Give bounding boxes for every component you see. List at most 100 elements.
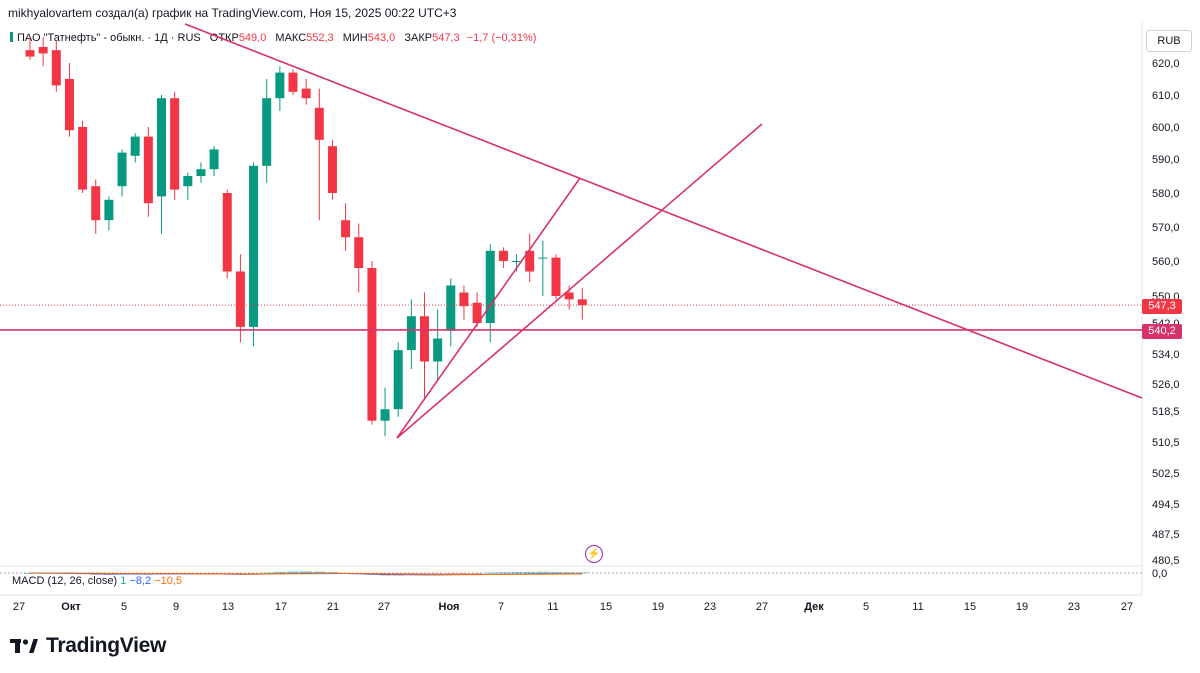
x-tick-label: 19 (652, 601, 664, 613)
macd-hist-bar (260, 572, 273, 574)
flash-icon[interactable]: ⚡ (585, 545, 603, 563)
x-tick-label: 19 (1016, 601, 1028, 613)
last-price-badge: 547,3 (1142, 299, 1182, 314)
x-tick-label: Дек (804, 601, 824, 613)
y-tick-label: 510,5 (1152, 437, 1180, 449)
candle-body (78, 127, 88, 190)
brand-name: TradingView (46, 634, 167, 657)
x-tick-label: 11 (912, 601, 923, 613)
candle-body (38, 47, 48, 54)
x-tick-label: Окт (61, 601, 81, 613)
x-tick-label: 7 (498, 601, 504, 613)
candle-body (143, 136, 153, 204)
x-tick-label: 15 (964, 601, 976, 613)
x-tick-label: 17 (275, 601, 287, 613)
macd-title: MACD (12, 26, close) (12, 575, 118, 587)
candle-body (288, 72, 298, 92)
tradingview-brand[interactable]: TradingView (10, 634, 166, 658)
y-tick-label: 620,0 (1152, 58, 1180, 70)
x-tick-label: 15 (600, 601, 612, 613)
candle-body (485, 250, 495, 323)
macd-line-value: −8,2 (129, 575, 152, 587)
macd-hist-bar (510, 571, 523, 573)
macd-hist-bar (484, 572, 497, 574)
candle-body (222, 193, 232, 272)
y-tick-label: 502,5 (1152, 468, 1180, 480)
candle-body (301, 88, 311, 99)
macd-hist-bar (523, 571, 536, 573)
candle-body (525, 250, 535, 272)
x-tick-label: 27 (756, 601, 768, 613)
x-tick-label: 13 (222, 601, 234, 613)
high-label: МАКС (275, 32, 307, 44)
high-value: 552,3 (306, 32, 334, 44)
macd-hist-bar (444, 573, 457, 574)
symbol-title: ПАО "Татнефть" - обыкн. · 1Д · RUS (17, 32, 201, 44)
y-tick-label: 610,0 (1152, 90, 1180, 102)
y-tick-label: 518,5 (1152, 406, 1180, 418)
y-tick-label: 560,0 (1152, 256, 1180, 268)
y-tick-label: 534,0 (1152, 349, 1180, 361)
candle-body (564, 292, 574, 300)
x-tick-label: 27 (1121, 601, 1133, 613)
symbol-legend: ПАО "Татнефть" - обыкн. · 1Д · RUS ОТКР 5… (10, 32, 536, 44)
candle-body (551, 257, 561, 296)
macd-hist-bar (497, 572, 510, 574)
x-tick-label: 21 (327, 601, 339, 613)
chart-attribution: mikhyalovartem создал(а) график на Tradi… (8, 6, 457, 20)
candle-body (498, 250, 508, 261)
macd-hist-bar (576, 572, 589, 574)
close-value: 547,3 (432, 32, 460, 44)
macd-hist-bar (273, 571, 286, 573)
candle-body (314, 107, 324, 140)
change-value: −1,7 (−0,31%) (466, 32, 537, 44)
y-tick-label: 570,0 (1152, 222, 1180, 234)
open-label: ОТКР (209, 32, 239, 44)
candle-body (538, 257, 548, 259)
candle-body (117, 152, 127, 187)
y-tick-label: 600,0 (1152, 122, 1180, 134)
candle-body (380, 409, 390, 421)
macd-hist-bar (300, 571, 313, 573)
x-tick-label: 9 (173, 601, 179, 613)
macd-hist-bar (313, 571, 326, 573)
channel-lower-line (396, 123, 763, 439)
candle-body (406, 316, 416, 351)
channel-upper-line (396, 177, 581, 439)
macd-hist-bar (418, 573, 431, 575)
macd-hist-bar (536, 571, 549, 573)
candle-body (249, 165, 259, 327)
macd-zero-label: 0,0 (1152, 568, 1167, 580)
candle-body (367, 268, 377, 421)
candle-body (51, 50, 61, 86)
macd-hist-bar (287, 571, 299, 573)
candle-body (104, 199, 114, 221)
x-tick-label: 23 (1068, 601, 1080, 613)
candle-body (577, 299, 587, 306)
candle-body (420, 316, 429, 362)
currency-button[interactable]: RUB (1146, 30, 1192, 52)
candle-body (170, 98, 180, 190)
x-tick-label: 5 (121, 601, 127, 613)
level-price-badge: 540,2 (1142, 324, 1182, 339)
candle-body (354, 237, 364, 268)
candle-body (64, 79, 74, 131)
x-tick-label: Ноя (439, 601, 460, 613)
candle-body (157, 98, 166, 197)
macd-hist-value: 1 (120, 575, 127, 587)
candle-body (91, 186, 101, 221)
macd-hist-bar (457, 573, 470, 574)
x-tick-label: 27 (378, 601, 390, 613)
low-value: 543,0 (367, 32, 396, 44)
y-tick-label: 590,0 (1152, 154, 1180, 166)
candle-body (209, 149, 219, 170)
candle-body (433, 338, 443, 362)
x-tick-label: 23 (704, 601, 716, 613)
low-label: МИН (342, 32, 368, 44)
candle-body (235, 271, 245, 327)
y-tick-label: 494,5 (1152, 499, 1180, 511)
y-tick-label: 487,5 (1152, 529, 1180, 541)
candle-body (472, 302, 482, 323)
status-dot-icon (10, 32, 13, 42)
